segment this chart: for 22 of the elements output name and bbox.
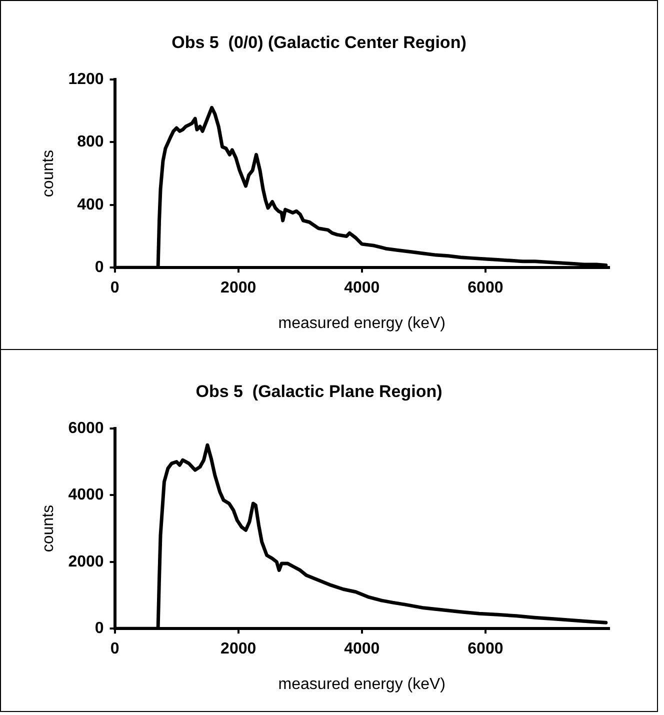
y-tick-label: 2000 xyxy=(68,553,104,570)
y-axis-title: counts xyxy=(40,504,58,552)
x-tick-label: 2000 xyxy=(220,640,256,658)
y-tick-label: 4000 xyxy=(68,486,104,504)
x-tick-label: 6000 xyxy=(468,280,504,297)
y-tick-label: 800 xyxy=(77,134,104,151)
x-tick-label: 4000 xyxy=(344,640,380,658)
chart-title: Obs 5 (Galactic Plane Region) xyxy=(196,382,442,401)
y-tick-label: 6000 xyxy=(68,420,104,437)
x-axis-title: measured energy (keV) xyxy=(278,676,446,693)
chart-title: Obs 5 (0/0) (Galactic Center Region) xyxy=(172,32,466,52)
y-tick-label: 400 xyxy=(77,196,104,214)
y-axis-title: counts xyxy=(40,150,58,198)
x-axis-title: measured energy (keV) xyxy=(278,314,446,332)
x-tick-label: 2000 xyxy=(220,280,256,297)
x-tick-label: 0 xyxy=(110,640,120,658)
x-tick-label: 6000 xyxy=(468,640,504,658)
y-tick-label: 0 xyxy=(94,620,104,638)
x-tick-label: 0 xyxy=(110,280,120,297)
x-tick-label: 4000 xyxy=(344,280,380,297)
y-tick-label: 0 xyxy=(94,259,104,276)
y-tick-label: 1200 xyxy=(68,70,104,88)
